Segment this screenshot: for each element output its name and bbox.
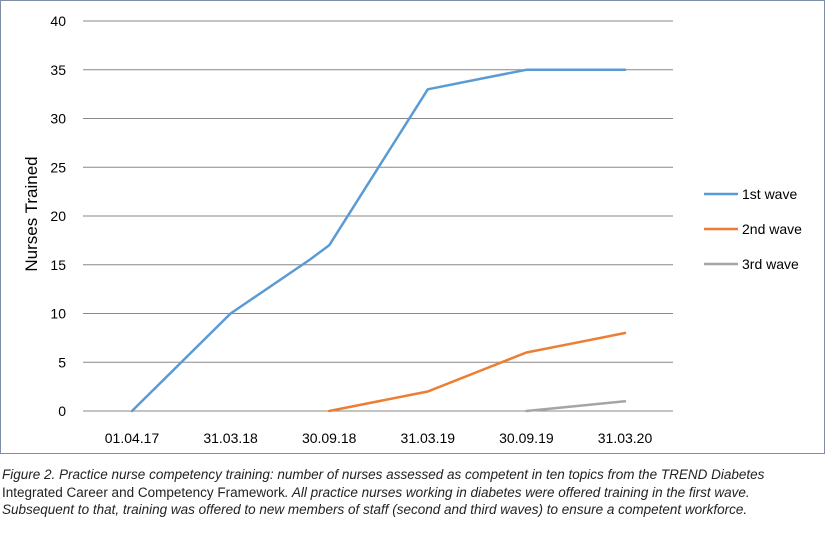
legend-label: 1st wave <box>742 186 797 202</box>
x-tick-label: 01.04.17 <box>105 430 160 446</box>
y-tick-label: 20 <box>50 208 66 224</box>
y-tick-label: 10 <box>50 306 66 322</box>
caption-part-2: Integrated Career and Competency Framewo… <box>2 484 285 500</box>
y-tick-label: 25 <box>50 159 66 175</box>
x-tick-label: 30.09.19 <box>499 430 554 446</box>
y-axis-ticks: 0 5 10 15 20 25 30 35 40 <box>50 13 66 419</box>
y-tick-label: 30 <box>50 111 66 127</box>
caption-part-3: . All practice nurses working in diabete… <box>2 484 750 518</box>
gridlines <box>83 20 673 363</box>
y-tick-label: 15 <box>50 257 66 273</box>
x-tick-label: 31.03.18 <box>203 430 258 446</box>
x-axis-ticks: 01.04.17 31.03.18 30.09.18 31.03.19 30.09.19… <box>105 430 653 446</box>
line-chart: 0 5 10 15 20 25 30 35 40 01.04.17 31.03.18 30.09.1… <box>22 13 802 446</box>
y-tick-label: 5 <box>58 354 66 370</box>
x-tick-label: 31.03.20 <box>598 430 653 446</box>
caption-part-1: Figure 2. Practice nurse competency trai… <box>2 467 765 482</box>
x-tick-label: 30.09.18 <box>302 430 357 446</box>
series-lines <box>130 68 627 413</box>
series-line <box>130 68 627 413</box>
series-line <box>525 400 627 413</box>
y-tick-label: 35 <box>50 62 66 78</box>
chart-frame: 0 5 10 15 20 25 30 35 40 01.04.17 31.03.18 30.09.1… <box>0 0 825 454</box>
legend-label: 3rd wave <box>742 256 799 272</box>
legend: 1st wave 2nd wave 3rd wave <box>704 186 802 272</box>
legend-label: 2nd wave <box>742 221 802 237</box>
y-tick-label: 40 <box>50 13 66 29</box>
series-line <box>327 331 627 413</box>
figure-caption: Figure 2. Practice nurse competency trai… <box>2 466 824 519</box>
x-tick-label: 31.03.19 <box>401 430 456 446</box>
y-axis-title: Nurses Trained <box>22 156 41 271</box>
y-tick-label: 0 <box>58 403 66 419</box>
